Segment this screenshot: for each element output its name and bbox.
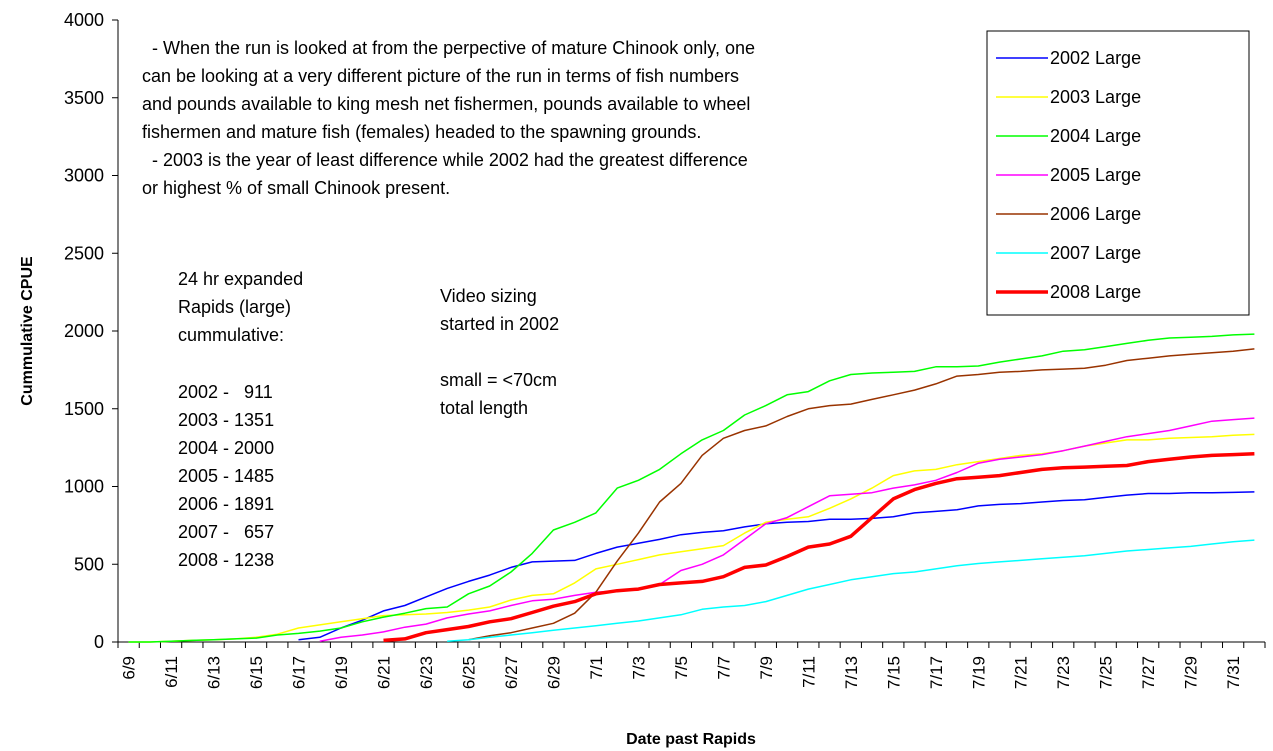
cumulative-line: 24 hr expanded <box>178 269 303 289</box>
x-tick-label: 7/19 <box>969 656 988 689</box>
x-tick-label: 6/27 <box>502 656 521 689</box>
cumulative-year: 2007 - 657 <box>178 522 274 542</box>
x-axis-ticks: 6/9 6/11 6/13 6/15 6/17 6/19 6/21 6/23 6/25 6/27 6… <box>117 642 1266 689</box>
series-line-2008-large <box>383 452 1255 643</box>
x-tick-label: 6/21 <box>375 656 394 689</box>
size-note-line: total length <box>440 398 528 418</box>
x-tick-label: 7/11 <box>799 656 818 688</box>
x-tick-label: 7/23 <box>1054 656 1073 689</box>
series-line-2004-large <box>128 333 1255 643</box>
y-tick-label: 3000 <box>64 166 104 186</box>
y-tick-label: 2000 <box>64 321 104 341</box>
legend-label: 2004 Large <box>1050 126 1141 146</box>
x-tick-label: 7/17 <box>927 656 946 689</box>
x-tick-label: 7/9 <box>757 656 776 680</box>
x-tick-label: 6/19 <box>332 656 351 689</box>
x-tick-label: 6/9 <box>120 656 139 680</box>
x-tick-label: 7/29 <box>1182 656 1201 689</box>
x-tick-label: 7/15 <box>884 656 903 689</box>
x-tick-label: 7/1 <box>587 656 606 680</box>
cumulative-year: 2002 - 911 <box>178 382 273 402</box>
cumulative-year: 2005 - 1485 <box>178 466 274 486</box>
legend-label: 2008 Large <box>1050 282 1141 302</box>
legend-label: 2003 Large <box>1050 87 1141 107</box>
y-tick-label: 1500 <box>64 399 104 419</box>
cumulative-annotation: 24 hr expanded Rapids (large) cummulativ… <box>178 269 303 570</box>
cumulative-year: 2004 - 2000 <box>178 438 274 458</box>
x-tick-label: 7/31 <box>1224 656 1243 689</box>
legend-label: 2005 Large <box>1050 165 1141 185</box>
y-axis-title: Cummulative CPUE <box>19 256 36 406</box>
series-line-2005-large <box>319 417 1255 642</box>
y-tick-label: 1000 <box>64 477 104 497</box>
legend-label: 2007 Large <box>1050 243 1141 263</box>
cumulative-year: 2003 - 1351 <box>178 410 274 430</box>
x-tick-label: 7/25 <box>1097 656 1116 689</box>
y-tick-label: 0 <box>94 632 104 652</box>
note-annotation: - When the run is looked at from the per… <box>142 38 755 198</box>
x-tick-label: 7/13 <box>842 656 861 689</box>
legend-label: 2002 Large <box>1050 48 1141 68</box>
video-line: Video sizing <box>440 286 537 306</box>
legend-box <box>986 30 1250 316</box>
x-tick-label: 6/23 <box>417 656 436 689</box>
y-axis-ticks: 0 500 1000 1500 2000 2500 3000 3500 4000 <box>64 10 118 652</box>
note-line: and pounds available to king mesh net fi… <box>142 94 750 114</box>
series-line-2007-large <box>447 539 1255 642</box>
series-line-2002-large <box>298 491 1255 641</box>
legend: 2002 Large 2003 Large 2004 Large 2005 Large… <box>986 30 1250 316</box>
x-tick-label: 7/3 <box>629 656 648 680</box>
legend-label: 2006 Large <box>1050 204 1141 224</box>
size-note-line: small = <70cm <box>440 370 557 390</box>
series-lines <box>128 333 1255 643</box>
video-line: started in 2002 <box>440 314 559 334</box>
cumulative-line: Rapids (large) <box>178 297 291 317</box>
y-tick-label: 4000 <box>64 10 104 30</box>
y-tick-label: 2500 <box>64 243 104 263</box>
y-tick-label: 500 <box>74 554 104 574</box>
x-axis-title: Date past Rapids <box>626 731 756 748</box>
series-line-2006-large <box>468 348 1255 641</box>
x-tick-label: 7/7 <box>714 656 733 680</box>
note-line: - When the run is looked at from the per… <box>142 38 755 58</box>
cumulative-year: 2006 - 1891 <box>178 494 274 514</box>
video-annotation: Video sizing started in 2002 small = <70… <box>440 286 559 418</box>
x-tick-label: 6/17 <box>290 656 309 689</box>
x-tick-label: 7/27 <box>1139 656 1158 689</box>
x-tick-label: 6/25 <box>459 656 478 689</box>
x-tick-label: 7/5 <box>672 656 691 680</box>
y-tick-label: 3500 <box>64 88 104 108</box>
note-line: or highest % of small Chinook present. <box>142 178 450 198</box>
note-line: - 2003 is the year of least difference w… <box>142 150 748 170</box>
x-tick-label: 6/15 <box>247 656 266 689</box>
x-tick-label: 7/21 <box>1012 656 1031 689</box>
note-line: can be looking at a very different pictu… <box>142 66 739 86</box>
x-tick-label: 6/13 <box>205 656 224 689</box>
x-tick-label: 6/29 <box>544 656 563 689</box>
cumulative-year: 2008 - 1238 <box>178 550 274 570</box>
x-tick-label: 6/11 <box>162 656 181 688</box>
note-line: fishermen and mature fish (females) head… <box>142 122 701 142</box>
cumulative-line: cummulative: <box>178 325 284 345</box>
